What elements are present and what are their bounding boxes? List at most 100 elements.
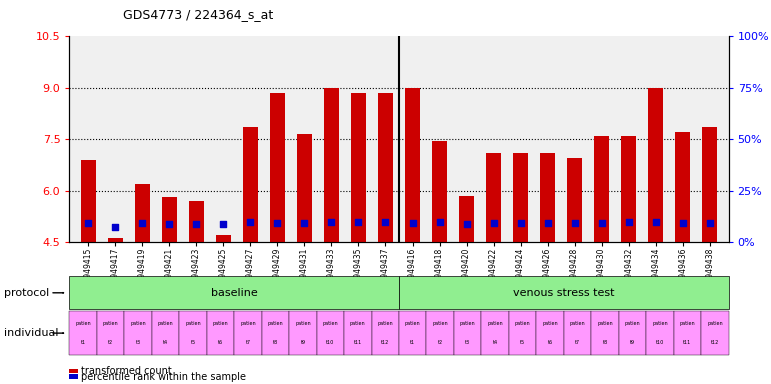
Bar [540,153,555,242]
Text: t10: t10 [656,340,664,345]
Text: patien: patien [487,321,503,326]
Text: t7: t7 [575,340,580,345]
Bar [567,158,582,242]
Point [325,219,338,225]
Text: t3: t3 [136,340,140,345]
Text: t9: t9 [630,340,635,345]
Text: patien: patien [378,321,393,326]
Text: t8: t8 [602,340,608,345]
Text: patien: patien [405,321,420,326]
Point [298,220,311,226]
Bar [594,136,609,242]
Text: t11: t11 [354,340,362,345]
Point [514,220,527,226]
Text: patien: patien [433,321,448,326]
Point [163,221,176,227]
Text: t12: t12 [711,340,719,345]
Text: t2: t2 [108,340,113,345]
Text: patien: patien [240,321,256,326]
Point [136,220,149,226]
Bar [432,141,447,242]
Bar [324,88,339,242]
Point [649,219,662,225]
Text: patien: patien [652,321,668,326]
Text: patien: patien [213,321,228,326]
Bar [405,88,420,242]
Bar [243,127,258,242]
Bar [648,88,663,242]
Text: individual: individual [4,328,59,338]
Bar [675,132,690,242]
Point [703,220,715,226]
Text: patien: patien [268,321,283,326]
Bar [270,93,284,242]
Bar [487,153,501,242]
Text: t6: t6 [547,340,553,345]
Text: t11: t11 [683,340,692,345]
Text: t4: t4 [493,340,498,345]
Point [82,220,95,226]
Bar [702,127,717,242]
Point [379,219,392,225]
Point [541,220,554,226]
Text: patien: patien [130,321,146,326]
Text: t10: t10 [326,340,335,345]
Text: t5: t5 [520,340,525,345]
Point [352,219,365,225]
Text: patien: patien [103,321,119,326]
Bar [513,153,528,242]
Bar [216,235,231,242]
Point [244,219,257,225]
Text: patien: patien [679,321,695,326]
Text: patien: patien [185,321,200,326]
Text: patien: patien [322,321,338,326]
Bar [162,197,177,242]
Text: baseline: baseline [210,288,258,298]
Text: t2: t2 [438,340,443,345]
Bar [621,136,636,242]
Text: patien: patien [76,321,91,326]
Point [406,220,419,226]
Point [676,220,689,226]
Bar [297,134,311,242]
Text: t4: t4 [163,340,168,345]
Text: percentile rank within the sample: percentile rank within the sample [81,372,246,382]
Text: t12: t12 [381,340,389,345]
Text: transformed count: transformed count [81,366,172,376]
Bar [378,93,393,242]
Text: t7: t7 [245,340,251,345]
Text: protocol: protocol [4,288,49,298]
Text: t8: t8 [273,340,278,345]
Text: patien: patien [460,321,476,326]
Text: patien: patien [625,321,640,326]
Text: patien: patien [295,321,311,326]
Point [595,220,608,226]
Bar [135,184,150,242]
Point [217,221,230,227]
Point [460,221,473,227]
Text: t5: t5 [190,340,196,345]
Point [190,221,203,227]
Point [487,220,500,226]
Point [568,220,581,226]
Text: t1: t1 [80,340,86,345]
Bar [459,196,474,242]
Bar [351,93,366,242]
Bar [108,238,123,242]
Text: t9: t9 [301,340,305,345]
Text: patien: patien [350,321,365,326]
Text: GDS4773 / 224364_s_at: GDS4773 / 224364_s_at [123,8,274,21]
Point [622,219,635,225]
Text: patien: patien [707,321,722,326]
Point [433,219,446,225]
Text: venous stress test: venous stress test [513,288,614,298]
Point [109,223,122,230]
Text: patien: patien [598,321,613,326]
Text: t6: t6 [218,340,223,345]
Bar [189,201,204,242]
Text: patien: patien [542,321,558,326]
Text: t1: t1 [410,340,416,345]
Text: patien: patien [158,321,173,326]
Bar [81,160,96,242]
Point [271,220,284,226]
